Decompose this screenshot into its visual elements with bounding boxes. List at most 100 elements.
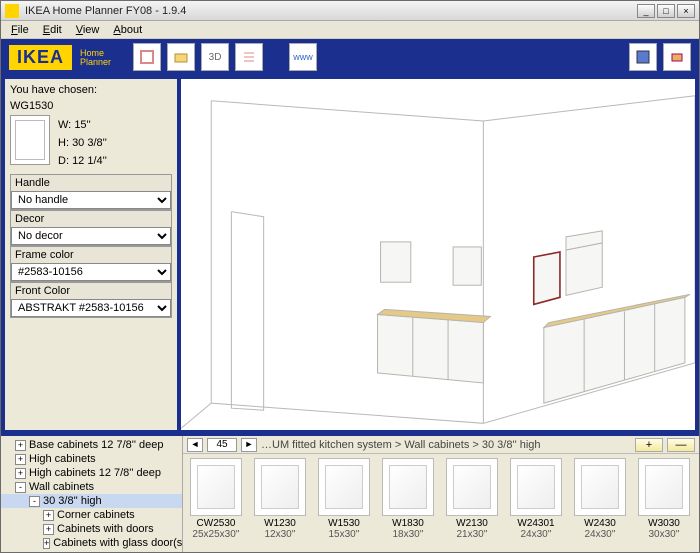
menu-file[interactable]: File — [5, 23, 35, 37]
tree-node[interactable]: +Base cabinets 12 7/8'' deep — [1, 438, 182, 452]
tool-save-icon[interactable] — [629, 43, 657, 71]
menu-edit[interactable]: Edit — [37, 23, 68, 37]
tree-label: Corner cabinets — [57, 509, 135, 521]
expand-icon[interactable]: + — [43, 538, 50, 549]
app-window: IKEA Home Planner FY08 - 1.9.4 _ □ × Fil… — [0, 0, 700, 553]
property-label: Frame color — [11, 247, 171, 263]
expand-icon[interactable]: - — [29, 496, 40, 507]
brand-sub2: Planner — [80, 58, 111, 67]
property-select[interactable]: No handle — [11, 191, 171, 209]
item-thumbnail — [510, 458, 562, 516]
tool-print-icon[interactable] — [663, 43, 691, 71]
expand-icon[interactable]: + — [43, 524, 54, 535]
tool-list-icon[interactable] — [235, 43, 263, 71]
property-select[interactable]: No decor — [11, 227, 171, 245]
window-title: IKEA Home Planner FY08 - 1.9.4 — [25, 5, 637, 17]
property-select[interactable]: ABSTRAKT #2583-10156 — [11, 299, 171, 317]
dim-h-value: 30 3/8'' — [72, 137, 107, 149]
menubar: File Edit View About — [1, 21, 699, 39]
item-name: W2130 — [456, 518, 488, 529]
item-size: 25x25x30'' — [192, 529, 239, 540]
catalog-item[interactable]: W2430124x30'' — [507, 458, 565, 548]
breadcrumb: ◄ ► …UM fitted kitchen system > Wall cab… — [183, 436, 699, 454]
property-select[interactable]: #2583-10156 — [11, 263, 171, 281]
catalog-items: CW253025x25x30''W123012x30''W153015x30''… — [183, 454, 699, 552]
dim-w-value: 15'' — [74, 119, 90, 131]
tree-node[interactable]: +High cabinets — [1, 452, 182, 466]
tree-label: Wall cabinets — [29, 481, 94, 493]
chosen-label: You have chosen: — [10, 84, 172, 96]
catalog-item[interactable]: W303030x30'' — [635, 458, 693, 548]
expand-icon[interactable]: + — [43, 510, 54, 521]
tree-node[interactable]: +Cabinets with doors — [1, 522, 182, 536]
tool-open-icon[interactable] — [167, 43, 195, 71]
tree-label: High cabinets 12 7/8'' deep — [29, 467, 161, 479]
dim-w-label: W: — [58, 119, 71, 131]
property-label: Handle — [11, 175, 171, 191]
item-thumbnail — [318, 458, 370, 516]
item-name: W1530 — [328, 518, 360, 529]
dim-h-label: H: — [58, 137, 69, 149]
item-thumbnail — [382, 458, 434, 516]
window-controls: _ □ × — [637, 4, 695, 18]
item-size: 21x30'' — [456, 529, 487, 540]
crumb-prev-icon[interactable]: ◄ — [187, 438, 203, 452]
catalog-item[interactable]: W183018x30'' — [379, 458, 437, 548]
item-size: 12x30'' — [264, 529, 295, 540]
tree-label: Base cabinets 12 7/8'' deep — [29, 439, 163, 451]
tree-node[interactable]: +Cabinets with glass door(s) — [1, 536, 182, 550]
tree-node[interactable]: +High cabinets 12 7/8'' deep — [1, 466, 182, 480]
expand-icon[interactable]: - — [15, 482, 26, 493]
tool-3d-icon[interactable]: 3D — [201, 43, 229, 71]
chosen-model: WG1530 — [10, 100, 172, 112]
tree-node[interactable]: +Corner cabinets — [1, 508, 182, 522]
tool-www-icon[interactable]: www — [289, 43, 317, 71]
item-thumbnail — [574, 458, 626, 516]
item-size: 24x30'' — [584, 529, 615, 540]
tree-node[interactable]: -30 3/8'' high — [1, 494, 182, 508]
chosen-thumbnail — [10, 115, 50, 165]
maximize-button[interactable]: □ — [657, 4, 675, 18]
item-size: 30x30'' — [648, 529, 679, 540]
catalog-item[interactable]: W243024x30'' — [571, 458, 629, 548]
item-thumbnail — [190, 458, 242, 516]
catalog-item[interactable]: W153015x30'' — [315, 458, 373, 548]
close-button[interactable]: × — [677, 4, 695, 18]
tree-node[interactable]: +Cabinets for microwave ov — [1, 550, 182, 552]
menu-about[interactable]: About — [107, 23, 148, 37]
crumb-next-icon[interactable]: ► — [241, 438, 257, 452]
header: IKEA Home Planner 3D www — [1, 39, 699, 75]
item-thumbnail — [254, 458, 306, 516]
tool-new-icon[interactable] — [133, 43, 161, 71]
zoom-in-button[interactable]: + — [635, 438, 663, 452]
dim-d-label: D: — [58, 155, 69, 167]
property-front-color: Front ColorABSTRAKT #2583-10156 — [10, 282, 172, 318]
tree-node[interactable]: -Wall cabinets — [1, 480, 182, 494]
tree-label: Cabinets for microwave ov — [53, 551, 183, 552]
minimize-button[interactable]: _ — [637, 4, 655, 18]
tree-label: 30 3/8'' high — [43, 495, 102, 507]
dim-d-value: 12 1/4'' — [72, 155, 107, 167]
catalog-item[interactable]: W123012x30'' — [251, 458, 309, 548]
item-name: W2430 — [584, 518, 616, 529]
item-name: W3030 — [648, 518, 680, 529]
item-size: 15x30'' — [328, 529, 359, 540]
page-input[interactable] — [207, 438, 237, 452]
tree-label: Cabinets with glass door(s) — [53, 537, 183, 549]
catalog-item[interactable]: CW253025x25x30'' — [187, 458, 245, 548]
zoom-out-button[interactable]: — — [667, 438, 695, 452]
item-name: CW2530 — [197, 518, 236, 529]
property-label: Decor — [11, 211, 171, 227]
3d-canvas[interactable] — [181, 79, 695, 430]
bottom-panel: +Base cabinets 12 7/8'' deep+High cabine… — [1, 434, 699, 552]
expand-icon[interactable]: + — [15, 468, 26, 479]
catalog-item[interactable]: W213021x30'' — [443, 458, 501, 548]
item-thumbnail — [638, 458, 690, 516]
menu-view[interactable]: View — [70, 23, 106, 37]
item-size: 24x30'' — [520, 529, 551, 540]
expand-icon[interactable]: + — [15, 440, 26, 451]
expand-icon[interactable]: + — [15, 454, 26, 465]
expand-icon[interactable]: + — [43, 552, 50, 553]
category-tree: +Base cabinets 12 7/8'' deep+High cabine… — [1, 436, 183, 552]
item-name: W1230 — [264, 518, 296, 529]
